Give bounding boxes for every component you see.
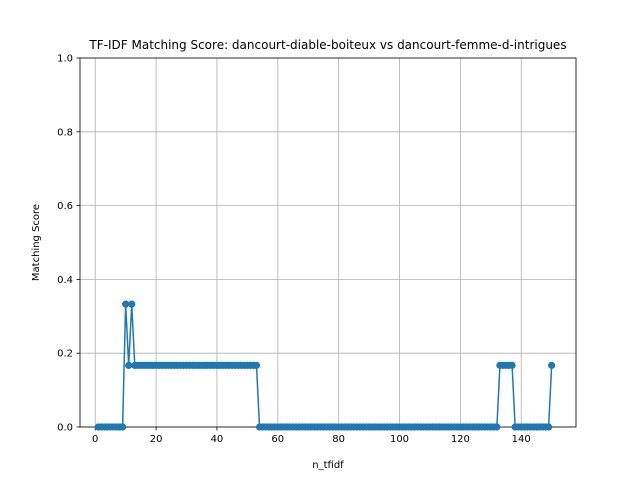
data-point bbox=[122, 300, 130, 308]
data-point bbox=[128, 300, 136, 308]
x-tick-label: 40 bbox=[211, 434, 224, 445]
y-tick-label: 0.2 bbox=[57, 349, 73, 360]
x-axis-label: n_tfidf bbox=[312, 460, 344, 471]
y-tick-label: 0.4 bbox=[57, 275, 73, 286]
data-point bbox=[508, 361, 516, 369]
x-tick-label: 140 bbox=[512, 434, 531, 445]
y-tick-label: 0.8 bbox=[57, 127, 73, 138]
data-point bbox=[493, 423, 501, 431]
data-series bbox=[94, 300, 556, 431]
data-point bbox=[252, 361, 261, 369]
x-tick-label: 20 bbox=[150, 434, 163, 445]
data-point bbox=[125, 361, 133, 369]
x-tick-label: 0 bbox=[92, 434, 98, 445]
chart-title: TF-IDF Matching Score: dancourt-diable-b… bbox=[88, 38, 566, 52]
y-axis-label: Matching Score bbox=[31, 204, 42, 281]
x-tick-label: 100 bbox=[390, 434, 409, 445]
x-tick-label: 60 bbox=[271, 434, 284, 445]
y-tick-label: 0.0 bbox=[57, 423, 73, 434]
x-tick-label: 80 bbox=[332, 434, 345, 445]
y-tick-label: 0.6 bbox=[57, 201, 73, 212]
x-tick-label: 120 bbox=[451, 434, 470, 445]
data-point bbox=[548, 361, 556, 369]
data-point bbox=[545, 423, 553, 431]
y-tick-label: 1.0 bbox=[57, 54, 73, 65]
data-point bbox=[119, 423, 127, 431]
